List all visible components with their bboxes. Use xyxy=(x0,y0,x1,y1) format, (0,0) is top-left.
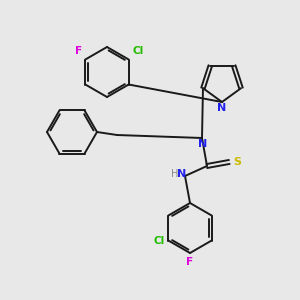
Text: S: S xyxy=(233,157,241,167)
Text: H: H xyxy=(171,169,179,179)
Text: F: F xyxy=(186,257,194,267)
Text: F: F xyxy=(75,46,82,56)
Text: N: N xyxy=(177,169,187,179)
Text: N: N xyxy=(218,103,226,113)
Text: N: N xyxy=(198,139,208,149)
Text: Cl: Cl xyxy=(133,46,144,56)
Text: Cl: Cl xyxy=(153,236,164,245)
